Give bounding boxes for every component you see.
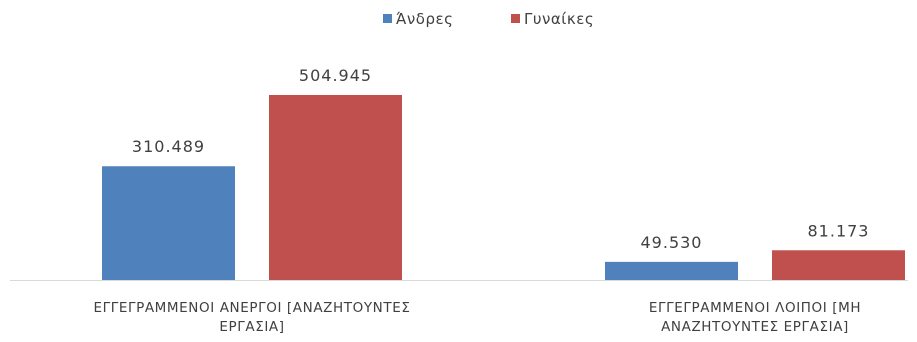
- legend-label-men: Άνδρες: [396, 10, 453, 28]
- category-label-0-line-1: ΕΡΓΑΣΙΑ]: [219, 319, 284, 335]
- legend-label-women: Γυναίκες: [524, 10, 594, 28]
- category-label-1-line-1: ΑΝΑΖΗΤΟΥΝΤΕΣ ΕΡΓΑΣΙΑ]: [661, 319, 849, 335]
- legend-swatch-men: [383, 14, 392, 23]
- data-label-men-1: 49.530: [641, 233, 703, 252]
- legend-swatch-women: [511, 14, 520, 23]
- bar-women-1: [772, 250, 905, 280]
- bar-women-0: [269, 95, 402, 280]
- plot-area: [102, 95, 905, 280]
- data-labels: 310.489 504.945 49.530 81.173: [132, 66, 870, 252]
- data-label-women-0: 504.945: [299, 66, 372, 85]
- bar-men-0: [102, 166, 235, 280]
- data-label-men-0: 310.489: [132, 137, 205, 156]
- legend: Άνδρες Γυναίκες: [383, 10, 594, 28]
- data-label-women-1: 81.173: [808, 221, 870, 240]
- category-label-1-line-0: ΕΓΓΕΓΡΑΜΜΕΝΟΙ ΛΟΙΠΟΙ [ΜΗ: [649, 300, 861, 316]
- bar-men-1: [605, 261, 738, 280]
- category-label-0-line-0: ΕΓΓΕΓΡΑΜΜΕΝΟΙ ΑΝΕΡΓΟΙ [ΑΝΑΖΗΤΟΥΝΤΕΣ: [93, 300, 410, 316]
- category-labels: ΕΓΓΕΓΡΑΜΜΕΝΟΙ ΑΝΕΡΓΟΙ [ΑΝΑΖΗΤΟΥΝΤΕΣ ΕΡΓΑΣ…: [93, 300, 861, 335]
